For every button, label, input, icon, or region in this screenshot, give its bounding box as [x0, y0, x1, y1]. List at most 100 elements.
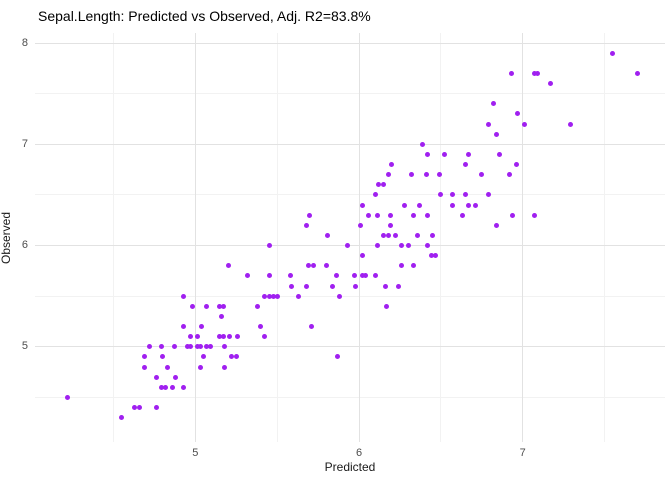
- data-point: [459, 212, 465, 218]
- data-point: [207, 344, 213, 350]
- data-point: [479, 172, 485, 178]
- data-point: [449, 192, 455, 198]
- data-point: [304, 222, 310, 228]
- data-point: [220, 303, 226, 309]
- data-point: [567, 121, 573, 127]
- data-point: [363, 273, 369, 279]
- data-point: [142, 354, 148, 360]
- data-point: [261, 334, 267, 340]
- data-point: [438, 192, 444, 198]
- data-point: [430, 232, 436, 238]
- data-point: [420, 141, 426, 147]
- data-point: [194, 344, 200, 350]
- v-gridline-major: [194, 33, 196, 442]
- data-point: [359, 273, 365, 279]
- chart-title: Sepal.Length: Predicted vs Observed, Adj…: [38, 8, 371, 24]
- data-point: [547, 81, 553, 87]
- data-point: [330, 283, 336, 289]
- data-point: [351, 273, 357, 279]
- data-point: [508, 70, 514, 76]
- v-gridline-minor: [440, 33, 442, 442]
- data-point: [485, 192, 491, 198]
- data-point: [181, 293, 187, 299]
- data-point: [531, 212, 537, 218]
- h-gridline-major: [35, 143, 665, 145]
- y-tick-label: 7: [21, 137, 28, 150]
- data-point: [222, 344, 228, 350]
- data-point: [372, 192, 378, 198]
- data-point: [336, 293, 342, 299]
- data-point: [359, 253, 365, 259]
- data-point: [493, 131, 499, 137]
- data-point: [158, 384, 164, 390]
- data-point: [163, 384, 169, 390]
- data-point: [181, 384, 187, 390]
- data-point: [309, 324, 315, 330]
- data-point: [289, 283, 295, 289]
- data-point: [345, 243, 351, 249]
- data-point: [497, 151, 503, 157]
- data-point: [217, 303, 223, 309]
- data-point: [261, 293, 267, 299]
- data-point: [493, 222, 499, 228]
- x-tick-label: 6: [355, 447, 363, 459]
- data-point: [287, 273, 293, 279]
- data-point: [333, 273, 339, 279]
- h-gridline-minor: [35, 295, 665, 297]
- data-point: [173, 374, 179, 380]
- data-point: [307, 212, 313, 218]
- data-point: [197, 344, 203, 350]
- data-point: [194, 334, 200, 340]
- data-point: [147, 344, 153, 350]
- y-axis-title: Observed: [0, 211, 13, 265]
- data-point: [305, 263, 311, 269]
- data-point: [381, 182, 387, 188]
- data-point: [534, 70, 540, 76]
- x-axis-title: Predicted: [324, 460, 376, 474]
- data-point: [295, 293, 301, 299]
- data-point: [384, 303, 390, 309]
- data-point: [376, 182, 382, 188]
- data-point: [395, 283, 401, 289]
- data-point: [387, 212, 393, 218]
- h-gridline-minor: [35, 93, 665, 95]
- data-point: [181, 324, 187, 330]
- data-point: [436, 172, 442, 178]
- data-point: [169, 384, 175, 390]
- data-point: [228, 354, 234, 360]
- data-point: [199, 324, 205, 330]
- data-point: [271, 293, 277, 299]
- data-point: [510, 212, 516, 218]
- data-point: [142, 364, 148, 370]
- data-point: [466, 151, 472, 157]
- data-point: [366, 212, 372, 218]
- data-point: [485, 121, 491, 127]
- h-gridline-major: [35, 346, 665, 348]
- data-point: [441, 151, 447, 157]
- data-point: [449, 202, 455, 208]
- data-point: [245, 273, 251, 279]
- y-tick-label: 8: [21, 36, 28, 49]
- data-point: [227, 334, 233, 340]
- x-tick-label: 5: [192, 447, 199, 459]
- x-tick-label: 7: [519, 447, 526, 459]
- data-point: [634, 70, 640, 76]
- data-point: [220, 334, 226, 340]
- data-point: [323, 263, 329, 269]
- data-point: [65, 394, 71, 400]
- data-point: [381, 232, 387, 238]
- h-gridline-minor: [35, 396, 665, 398]
- data-point: [462, 192, 468, 198]
- data-point: [513, 162, 519, 168]
- data-point: [423, 172, 429, 178]
- data-point: [235, 334, 241, 340]
- data-point: [472, 202, 478, 208]
- data-point: [358, 222, 364, 228]
- data-point: [372, 273, 378, 279]
- data-point: [233, 354, 239, 360]
- data-point: [217, 334, 223, 340]
- h-gridline-minor: [35, 194, 665, 196]
- data-point: [153, 405, 159, 411]
- data-point: [225, 263, 231, 269]
